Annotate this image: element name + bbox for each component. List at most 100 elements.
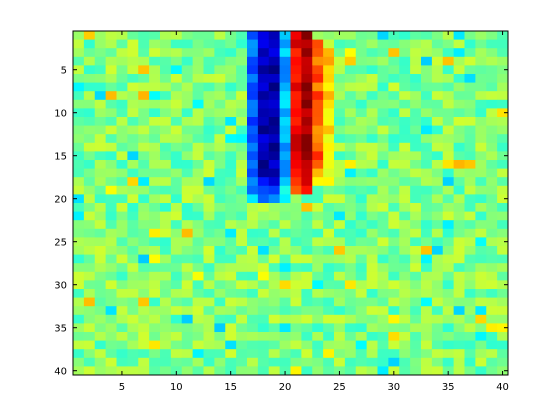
heatmap-cell — [399, 357, 411, 367]
heatmap-cell — [192, 177, 204, 187]
heatmap-cell — [475, 65, 487, 75]
heatmap-cell — [160, 280, 172, 290]
heatmap-cell — [431, 340, 444, 350]
heatmap-cell — [105, 177, 117, 187]
heatmap-cell — [301, 289, 313, 298]
heatmap-cell — [453, 91, 465, 101]
heatmap-cell — [83, 263, 96, 273]
heatmap-cell — [192, 357, 204, 367]
heatmap-cell — [334, 237, 346, 247]
heatmap-cell — [116, 323, 128, 333]
heatmap-cell — [399, 366, 411, 376]
heatmap-cell — [377, 82, 389, 92]
heatmap-cell — [94, 349, 107, 359]
heatmap-cell — [377, 168, 389, 178]
heatmap-cell — [388, 125, 400, 135]
heatmap-cell — [257, 323, 270, 333]
heatmap-cell — [497, 65, 509, 75]
heatmap-cell — [388, 357, 400, 367]
heatmap-cell — [431, 65, 444, 75]
heatmap-cell — [399, 340, 411, 350]
heatmap-cell — [94, 48, 107, 58]
heatmap-cell — [377, 306, 389, 316]
heatmap-cell — [464, 246, 476, 255]
heatmap-cell — [323, 314, 335, 324]
heatmap-cell — [257, 56, 270, 66]
x-tick-label: 25 — [333, 382, 346, 393]
heatmap-cell — [279, 289, 291, 298]
heatmap-cell — [279, 48, 291, 58]
heatmap-cell — [355, 99, 368, 109]
heatmap-cell — [257, 357, 270, 367]
heatmap-cell — [257, 340, 270, 350]
heatmap-cell — [290, 220, 302, 230]
heatmap-cell — [442, 263, 455, 273]
heatmap-cell — [323, 74, 335, 83]
heatmap-cell — [475, 280, 487, 290]
heatmap-cell — [160, 151, 172, 161]
heatmap-cell — [225, 203, 237, 212]
heatmap-cell — [149, 117, 161, 126]
heatmap-cell — [105, 254, 117, 264]
heatmap-cell — [366, 280, 378, 290]
heatmap-cell — [453, 56, 465, 66]
heatmap-cell — [334, 297, 346, 307]
heatmap-cell — [203, 74, 215, 83]
heatmap-cell — [116, 65, 128, 75]
heatmap-cell — [421, 220, 433, 230]
y-tick-label: 15 — [54, 152, 67, 163]
heatmap-cell — [442, 323, 455, 333]
heatmap-cell — [268, 306, 281, 316]
heatmap-cell — [225, 263, 237, 273]
heatmap-cell — [486, 271, 498, 281]
heatmap-cell — [497, 263, 509, 273]
heatmap-cell — [149, 220, 161, 230]
heatmap-cell — [334, 332, 346, 341]
heatmap-cell — [247, 48, 259, 58]
heatmap-cell — [290, 82, 302, 92]
heatmap-cell — [431, 332, 444, 341]
heatmap-cell — [312, 220, 324, 230]
heatmap-cell — [94, 160, 107, 169]
heatmap-cell — [301, 31, 313, 40]
heatmap-cell — [181, 280, 194, 290]
heatmap-cell — [399, 82, 411, 92]
heatmap-cell — [377, 280, 389, 290]
x-axis: 5 10 15 20 25 30 35 40 — [119, 31, 509, 393]
heatmap-cell — [312, 160, 324, 169]
heatmap-cell — [497, 177, 509, 187]
heatmap-cell — [73, 117, 85, 126]
heatmap-cell — [431, 314, 444, 324]
heatmap-cell — [127, 366, 139, 376]
heatmap-cell — [149, 31, 161, 40]
heatmap-cell — [192, 125, 204, 135]
heatmap-cell — [323, 117, 335, 126]
heatmap-cell — [453, 168, 465, 178]
heatmap-cell — [170, 31, 183, 40]
heatmap-cell — [105, 280, 117, 290]
heatmap-cell — [388, 142, 400, 152]
heatmap-cell — [181, 56, 194, 66]
heatmap-cell — [94, 99, 107, 109]
heatmap-cell — [377, 211, 389, 221]
heatmap-cell — [236, 263, 248, 273]
heatmap-cell — [312, 134, 324, 144]
heatmap-cell — [149, 349, 161, 359]
heatmap-cell — [257, 31, 270, 40]
heatmap-cell — [149, 323, 161, 333]
heatmap-cell — [377, 323, 389, 333]
heatmap-cell — [225, 306, 237, 316]
heatmap-cell — [475, 271, 487, 281]
heatmap-cell — [257, 48, 270, 58]
heatmap-cell — [225, 228, 237, 238]
heatmap-cell — [192, 134, 204, 144]
heatmap-cell — [105, 220, 117, 230]
heatmap-cell — [214, 125, 226, 135]
heatmap-cell — [442, 246, 455, 255]
heatmap-cell — [170, 39, 183, 49]
heatmap-cell — [225, 332, 237, 341]
heatmap-cell — [149, 280, 161, 290]
heatmap-cell — [486, 306, 498, 316]
heatmap-cell — [399, 65, 411, 75]
heatmap-cell — [247, 168, 259, 178]
